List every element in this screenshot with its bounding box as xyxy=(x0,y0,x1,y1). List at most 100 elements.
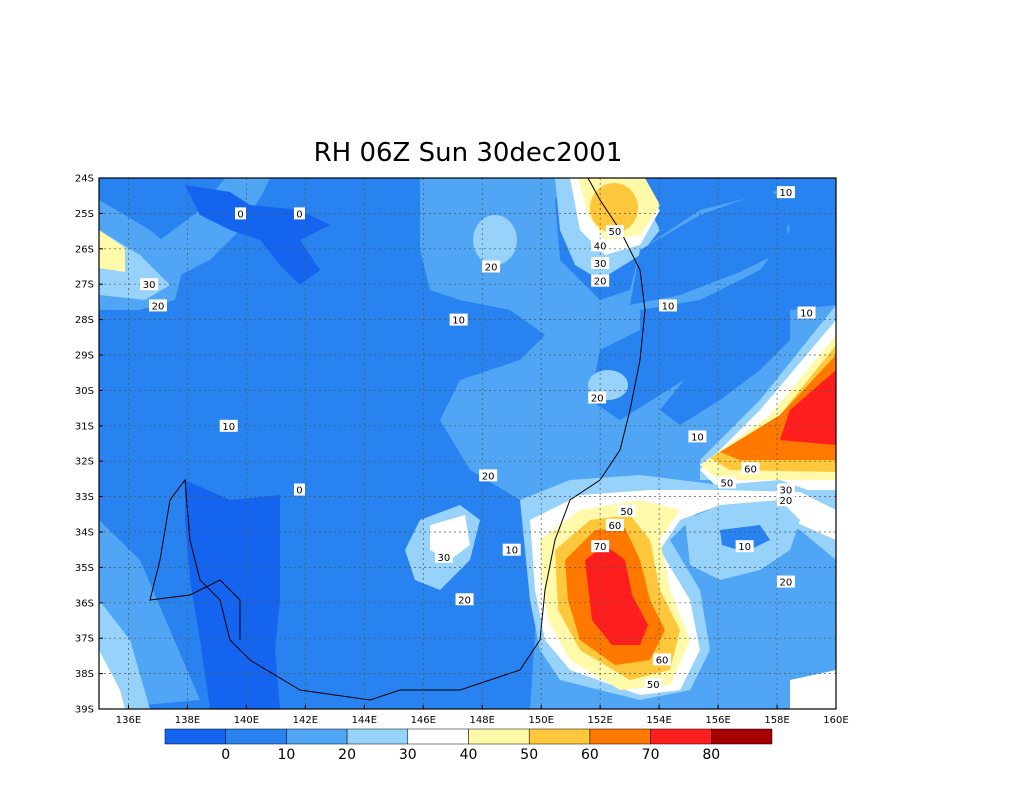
contour-label: 20 xyxy=(594,277,607,288)
contour-label: 30 xyxy=(143,280,156,291)
contour-label: 30 xyxy=(780,486,793,497)
contour-label-bg xyxy=(449,313,468,326)
contour-fill-layer xyxy=(99,178,836,709)
contour-label-bg xyxy=(591,239,610,252)
lat-tick-label: 31S xyxy=(75,421,94,432)
contour-label-bg xyxy=(617,504,636,517)
contour-label: 20 xyxy=(458,595,471,606)
contour-label-bg xyxy=(658,299,677,312)
colorbar-label: 50 xyxy=(520,747,538,763)
lon-tick-label: 148E xyxy=(470,715,495,726)
lon-tick-label: 150E xyxy=(528,715,553,726)
lat-tick-label: 29S xyxy=(75,351,94,362)
lat-tick-label: 25S xyxy=(75,209,94,220)
contour-label: 10 xyxy=(780,188,793,199)
contour-label-bg xyxy=(688,430,707,443)
axis-ticks: 136E 138E 140E 142E 144E 146E 148E 150E 152E 154E… xyxy=(75,174,849,727)
contour-label: 20 xyxy=(482,471,495,482)
contour-label-bg xyxy=(605,518,624,531)
contour-label-bg xyxy=(455,593,474,606)
contour-label-bg xyxy=(293,207,305,220)
contour-label-bg xyxy=(741,462,760,475)
lon-tick-label: 138E xyxy=(175,715,200,726)
lon-tick-label: 144E xyxy=(352,715,377,726)
lat-tick-label: 33S xyxy=(75,492,94,503)
contour-label-bg xyxy=(148,299,167,312)
contour-label: 50 xyxy=(620,507,633,518)
contour-label: 60 xyxy=(656,655,669,666)
lat-tick-label: 38S xyxy=(75,669,94,680)
lon-tick-label: 140E xyxy=(234,715,259,726)
contour-label: 0 xyxy=(237,209,243,220)
lon-tick-label: 142E xyxy=(293,715,318,726)
lon-tick-label: 160E xyxy=(823,715,848,726)
lat-tick-label: 27S xyxy=(75,280,94,291)
contour-label: 60 xyxy=(609,521,622,532)
contour-label-bg xyxy=(588,391,607,404)
colorbar-label: 40 xyxy=(460,747,478,763)
contour-label: 50 xyxy=(647,680,660,691)
colorbar-swatch xyxy=(528,728,591,745)
lat-tick-label: 35S xyxy=(75,563,94,574)
contour-label-bg xyxy=(502,543,521,556)
contour-label-bg xyxy=(479,469,498,482)
contour-label-bg xyxy=(797,306,816,319)
contour-label: 0 xyxy=(296,209,302,220)
contour-label-bg xyxy=(776,483,795,496)
lon-tick-label: 158E xyxy=(764,715,789,726)
coastline-layer xyxy=(149,178,646,701)
contour-label: 50 xyxy=(721,478,734,489)
lat-tick-label: 34S xyxy=(75,528,94,539)
lon-tick-label: 154E xyxy=(646,715,671,726)
contour-label: 30 xyxy=(594,259,607,270)
colorbar-swatch xyxy=(225,728,287,745)
contour-label-bg xyxy=(219,419,238,432)
contour-label-bg xyxy=(776,494,795,507)
contour-label-bg xyxy=(605,225,624,238)
contour-label: 40 xyxy=(594,241,607,252)
map-frame xyxy=(98,177,837,710)
contour-label: 10 xyxy=(800,309,813,320)
lat-tick-label: 30S xyxy=(75,386,94,397)
contour-label-bg xyxy=(591,256,610,269)
contour-label: 70 xyxy=(594,542,607,553)
colorbar-swatch xyxy=(407,728,469,745)
contour-label: 10 xyxy=(452,316,465,327)
colorbar-swatch xyxy=(346,728,409,745)
graticule xyxy=(99,178,837,709)
contour-label-bg xyxy=(140,278,159,291)
contour-label: 60 xyxy=(744,464,757,475)
contour-label: 10 xyxy=(691,432,704,443)
colorbar-swatch xyxy=(286,728,348,745)
contour-label: 20 xyxy=(485,263,498,274)
colorbar-label: 30 xyxy=(399,747,417,763)
colorbar-swatch xyxy=(711,728,773,745)
colorbar-label: 80 xyxy=(702,747,720,763)
contour-label-bg xyxy=(653,653,672,666)
colorbar-label: 0 xyxy=(221,747,230,763)
colorbar-label: 60 xyxy=(581,747,599,763)
lat-tick-label: 36S xyxy=(75,598,94,609)
contour-label-bg xyxy=(735,540,754,553)
contour-label: 20 xyxy=(780,578,793,589)
contour-label-bg xyxy=(434,550,453,563)
contour-labels: 0 030202010100203010202050403020101010106… xyxy=(140,186,816,691)
contour-label: 20 xyxy=(780,496,793,507)
lon-tick-label: 156E xyxy=(705,715,730,726)
contour-label-bg xyxy=(776,186,795,199)
contour-label: 10 xyxy=(662,301,675,312)
contour-label: 20 xyxy=(152,301,165,312)
contour-label: 20 xyxy=(591,393,604,404)
contour-label-bg xyxy=(591,274,610,287)
contour-label: 0 xyxy=(296,486,302,497)
contour-label: 10 xyxy=(738,542,751,553)
colorbar: 0 10 20 30 40 50 60 70 80 xyxy=(164,728,773,763)
lat-tick-label: 39S xyxy=(75,705,94,716)
contour-label-bg xyxy=(644,678,663,691)
lon-tick-label: 146E xyxy=(411,715,436,726)
contour-label-bg xyxy=(482,260,501,273)
lat-tick-label: 37S xyxy=(75,634,94,645)
contour-label: 50 xyxy=(609,227,622,238)
lat-tick-label: 28S xyxy=(75,315,94,326)
